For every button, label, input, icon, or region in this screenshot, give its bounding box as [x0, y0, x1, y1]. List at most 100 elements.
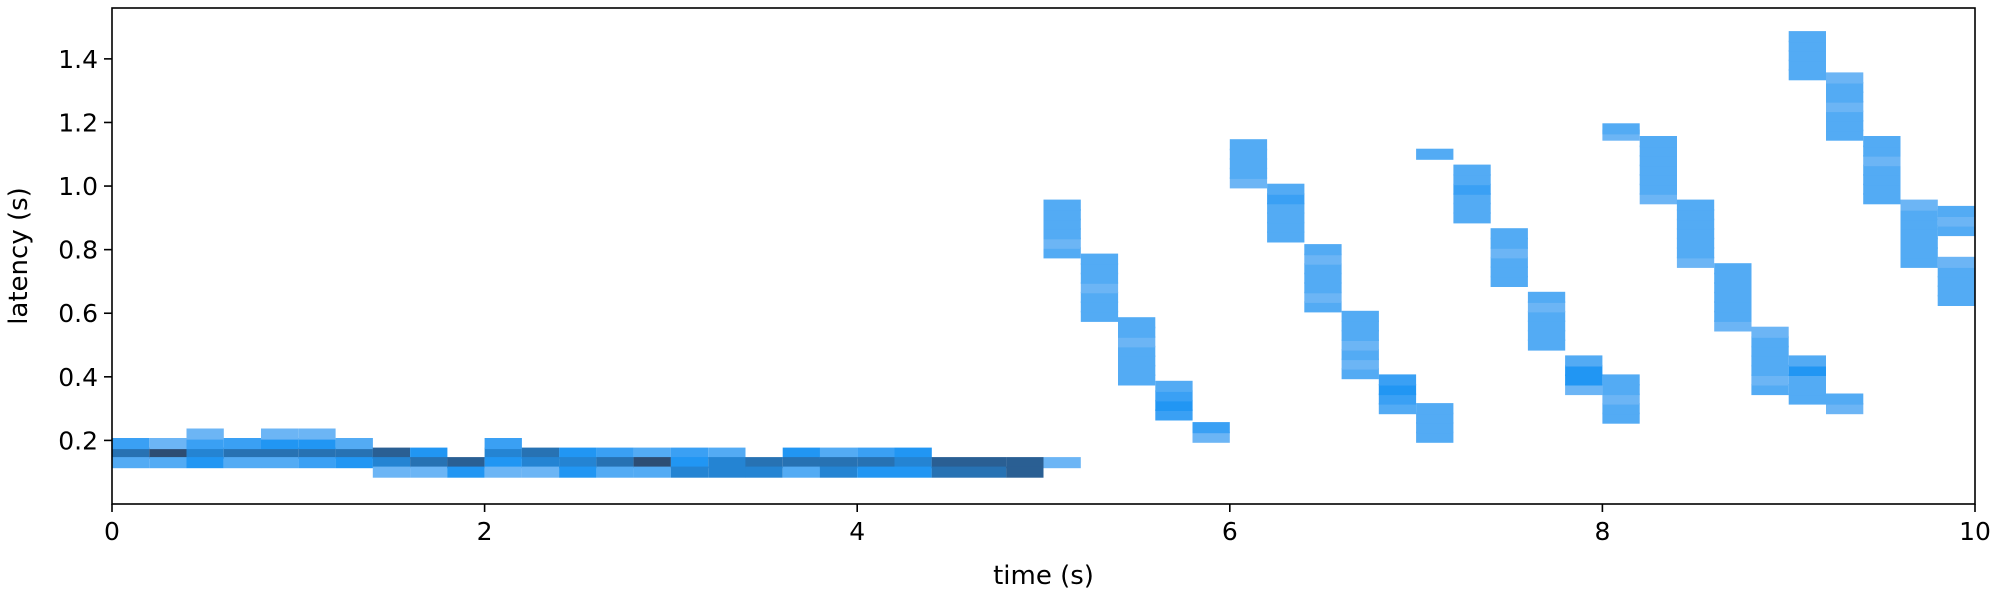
heatmap-cell [186, 457, 224, 469]
heatmap-cell [1788, 69, 1826, 81]
heatmap-cell [335, 457, 373, 469]
heatmap-cell [1006, 466, 1044, 478]
heatmap-cell [447, 457, 485, 469]
heatmap-cell [1788, 355, 1826, 367]
heatmap-cell [1937, 205, 1975, 217]
heatmap-cell [1639, 145, 1677, 157]
heatmap-cell [1267, 193, 1305, 205]
heatmap-cell [1527, 301, 1566, 313]
heatmap-cell [335, 438, 373, 450]
heatmap-cell [1118, 336, 1156, 348]
heatmap-cell [1267, 221, 1305, 233]
heatmap-cell [1267, 202, 1305, 214]
heatmap-cell [633, 457, 671, 469]
y-tick-label: 1.2 [58, 108, 98, 137]
heatmap-cell [1900, 247, 1938, 259]
heatmap-cell [1676, 199, 1715, 211]
heatmap-cell [1267, 183, 1305, 195]
heatmap-cell [1416, 422, 1454, 434]
heatmap-cell [1453, 174, 1491, 186]
y-axis-label: latency (s) [4, 187, 34, 325]
heatmap-cell [1304, 291, 1342, 303]
heatmap-cell [1863, 136, 1901, 148]
heatmap-cell [1080, 263, 1119, 275]
heatmap-cell [1863, 145, 1901, 157]
y-axis-ticks: 0.2 0.4 0.6 0.8 1.0 1.2 1.4 [58, 45, 112, 455]
heatmap-cell [1118, 317, 1156, 329]
heatmap-cell [410, 447, 448, 459]
heatmap-cell [1304, 253, 1342, 265]
x-tick-label: 6 [1222, 517, 1238, 546]
heatmap-cell [298, 457, 336, 469]
heatmap-cell [298, 428, 336, 440]
heatmap-cell [1900, 256, 1938, 268]
heatmap-cell [1937, 215, 1975, 227]
heatmap-cell [1900, 237, 1938, 249]
heatmap-cell [1490, 266, 1528, 278]
heatmap-cell [596, 466, 634, 478]
heatmap-cell [521, 447, 560, 459]
heatmap-cell [1826, 129, 1864, 141]
heatmap-cell [1676, 256, 1715, 268]
heatmap-cell [1937, 225, 1975, 237]
x-tick-label: 8 [1594, 517, 1610, 546]
heatmap-cell [1527, 310, 1566, 322]
heatmap-cell [149, 438, 187, 450]
heatmap-cell [857, 447, 895, 459]
heatmap-cell [1639, 155, 1677, 167]
heatmap-cell [1341, 368, 1379, 380]
heatmap-cell [1341, 339, 1379, 351]
heatmap-cell [1416, 431, 1454, 443]
heatmap-cell [1118, 345, 1156, 357]
heatmap-cell [186, 447, 224, 459]
heatmap-cell [1751, 384, 1789, 396]
y-tick-label: 0.8 [58, 236, 98, 265]
heatmap-cell [484, 438, 522, 450]
heatmap-cell [559, 447, 597, 459]
heatmap-cell [1639, 193, 1677, 205]
heatmap-cell [1788, 50, 1826, 62]
heatmap-cell [1863, 155, 1901, 167]
heatmap-cell [1043, 228, 1081, 240]
heatmap-cell [1527, 320, 1566, 332]
heatmap-cell [1937, 266, 1975, 278]
heatmap-cell [1826, 393, 1864, 405]
heatmap-cell [1751, 336, 1789, 348]
heatmap-cell [186, 438, 224, 450]
heatmap-cell [1602, 384, 1640, 396]
heatmap-cell [410, 457, 448, 469]
heatmap-cell [1267, 212, 1305, 224]
heatmap-cell [1937, 294, 1975, 306]
heatmap-cell [1863, 193, 1901, 205]
heatmap-cell [1676, 218, 1715, 230]
heatmap-cell [1341, 329, 1379, 341]
y-tick-label: 0.6 [58, 299, 98, 328]
heatmap-cell [1602, 123, 1640, 135]
heatmap-cell [1229, 158, 1268, 170]
heatmap-cell [1192, 431, 1230, 443]
heatmap-cell [1304, 272, 1342, 284]
heatmap-cell [1565, 384, 1603, 396]
heatmap-cell [1453, 183, 1491, 195]
heatmap-cell [745, 466, 783, 478]
heatmap-cell [261, 428, 299, 440]
heatmap-cell [1229, 148, 1268, 160]
x-tick-label: 10 [1959, 517, 1991, 546]
heatmap-cell [1565, 364, 1603, 376]
heatmap-cell [1602, 412, 1640, 424]
heatmap-cell [1639, 136, 1677, 148]
heatmap-cell [782, 466, 820, 478]
heatmap-cell [1490, 247, 1528, 259]
heatmap-cell [894, 457, 932, 469]
heatmap-cell [1341, 358, 1379, 370]
heatmap-cell [1080, 301, 1119, 313]
heatmap-cell [1714, 282, 1752, 294]
heatmap-cell [1900, 199, 1938, 211]
heatmap-cell [1937, 285, 1975, 297]
heatmap-cell [298, 438, 336, 450]
heatmap-cell [1751, 364, 1789, 376]
heatmap-cell [1826, 101, 1864, 113]
heatmap-cell [1378, 393, 1417, 405]
heatmap-cell [1155, 390, 1193, 402]
heatmap-cell [1490, 237, 1528, 249]
